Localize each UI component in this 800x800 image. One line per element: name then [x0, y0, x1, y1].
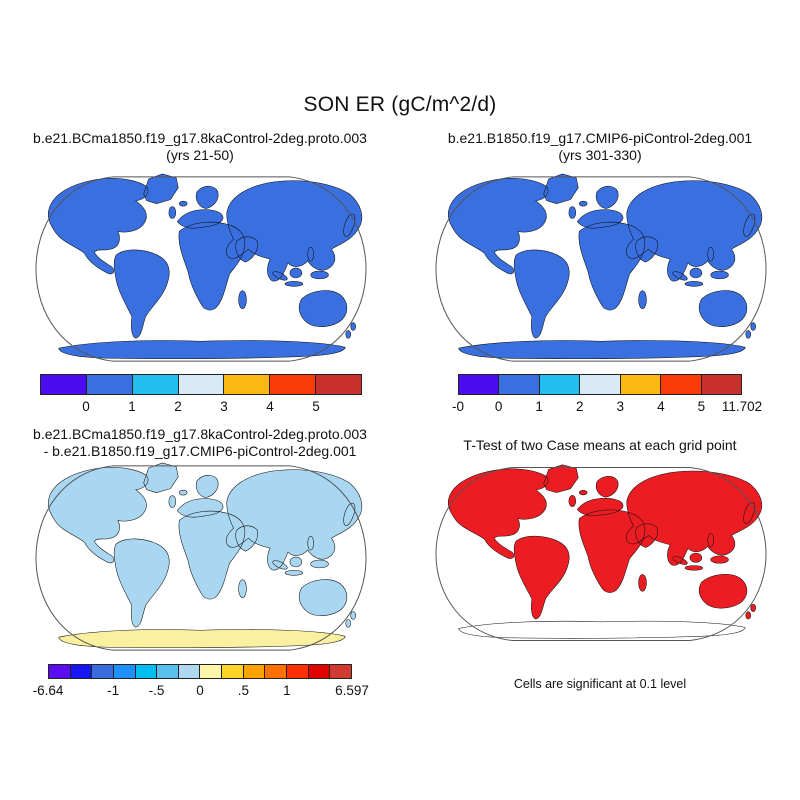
colorbar-tick-label: 5 — [697, 399, 706, 414]
colorbar-tick-label: 0 — [196, 683, 204, 698]
colorbar-cell — [199, 664, 223, 679]
colorbar-cell — [177, 374, 225, 395]
colorbar-cell — [579, 374, 621, 395]
colorbar-cell — [700, 374, 742, 395]
colorbar-cell — [269, 374, 317, 395]
colorbar-tick-label: 5 — [312, 399, 320, 414]
colorbar-diff: -6.64 -1 -.5 0 .5 1 6.597 — [33, 664, 369, 698]
world-map-case2 — [435, 173, 767, 362]
colorbar-tick-label: 0 — [494, 399, 503, 414]
colorbar-cell — [40, 374, 87, 395]
colorbar-tick-label: 0 — [82, 399, 90, 414]
colorbar-cell — [177, 664, 201, 679]
colorbar-cell — [307, 664, 331, 679]
panel-title-ttest: T-Test of two Case means at each grid po… — [463, 437, 737, 453]
colorbar-cell — [315, 374, 363, 395]
world-map-ttest — [435, 464, 767, 641]
colorbar-tick-label: 3 — [220, 399, 228, 414]
colorbar-tick-label: 2 — [174, 399, 182, 414]
colorbar-cell — [619, 374, 662, 395]
colorbar-tick-label: -1 — [107, 683, 120, 698]
colorbar-cell — [85, 374, 133, 395]
world-map-diff — [35, 459, 367, 651]
colorbar-cell — [91, 664, 114, 679]
panel-title-case2-line1: b.e21.B1850.f19_g17.CMIP6-piControl-2deg… — [447, 130, 753, 146]
colorbar-tick-label: 2 — [575, 399, 584, 414]
colorbar-tick-label: 1 — [283, 683, 291, 698]
colorbar-tick-label: 4 — [657, 399, 665, 414]
colorbar-tick-label: -.5 — [148, 683, 165, 698]
colorbar-cell — [264, 664, 288, 679]
colorbar-cell — [458, 374, 500, 395]
colorbar-cell — [498, 374, 540, 395]
colorbar-tick-label: -6.64 — [32, 683, 64, 698]
colorbar-tick-label: -0 — [451, 399, 465, 414]
colorbar-cell — [112, 664, 136, 679]
colorbar-tick-label: 1 — [535, 399, 543, 414]
panel-title-case1-line1: b.e21.BCma1850.f19_g17.8kaControl-2deg.p… — [33, 130, 367, 146]
colorbar-tick-label: 4 — [266, 399, 274, 414]
panel-title-case1-line2: (yrs 21-50) — [166, 147, 234, 163]
colorbar-cell — [69, 664, 93, 679]
colorbar-cell — [48, 664, 71, 679]
colorbar-cell — [156, 664, 179, 679]
colorbar-cell — [538, 374, 581, 395]
colorbar-cell — [131, 374, 179, 395]
colorbar-cell — [242, 664, 266, 679]
colorbar-cell — [329, 664, 352, 679]
panel-title-diff-line1: b.e21.BCma1850.f19_g17.8kaControl-2deg.p… — [33, 426, 367, 442]
figure-title: SON ER (gC/m^2/d) — [303, 93, 497, 116]
world-map-case1 — [35, 173, 367, 362]
colorbar-cell — [223, 374, 271, 395]
colorbar-cell — [221, 664, 244, 679]
colorbar-tick-label: 11.702 — [721, 399, 763, 414]
colorbar-cell — [134, 664, 158, 679]
significance-caption: Cells are significant at 0.1 level — [513, 677, 687, 691]
colorbar-tick-label: 1 — [128, 399, 136, 414]
colorbar-case2: -0 0 1 2 3 4 5 11.702 — [452, 374, 762, 414]
panel-title-case2: b.e21.B1850.f19_g17.CMIP6-piControl-2deg… — [400, 130, 800, 164]
colorbar-cell — [660, 374, 702, 395]
panel-title-diff: b.e21.BCma1850.f19_g17.8kaControl-2deg.p… — [0, 426, 400, 460]
panel-title-case1: b.e21.BCma1850.f19_g17.8kaControl-2deg.p… — [0, 130, 400, 164]
colorbar-cell — [286, 664, 309, 679]
colorbar-tick-label: .5 — [237, 683, 250, 698]
colorbar-tick-label: 6.597 — [335, 683, 369, 698]
panel-title-diff-line2: - b.e21.B1850.f19_g17.CMIP6-piControl-2d… — [43, 443, 357, 459]
colorbar-tick-label: 3 — [616, 399, 625, 414]
panel-title-case2-line2: (yrs 301-330) — [558, 147, 642, 163]
colorbar-case1: 0 1 2 3 4 5 — [40, 374, 363, 414]
